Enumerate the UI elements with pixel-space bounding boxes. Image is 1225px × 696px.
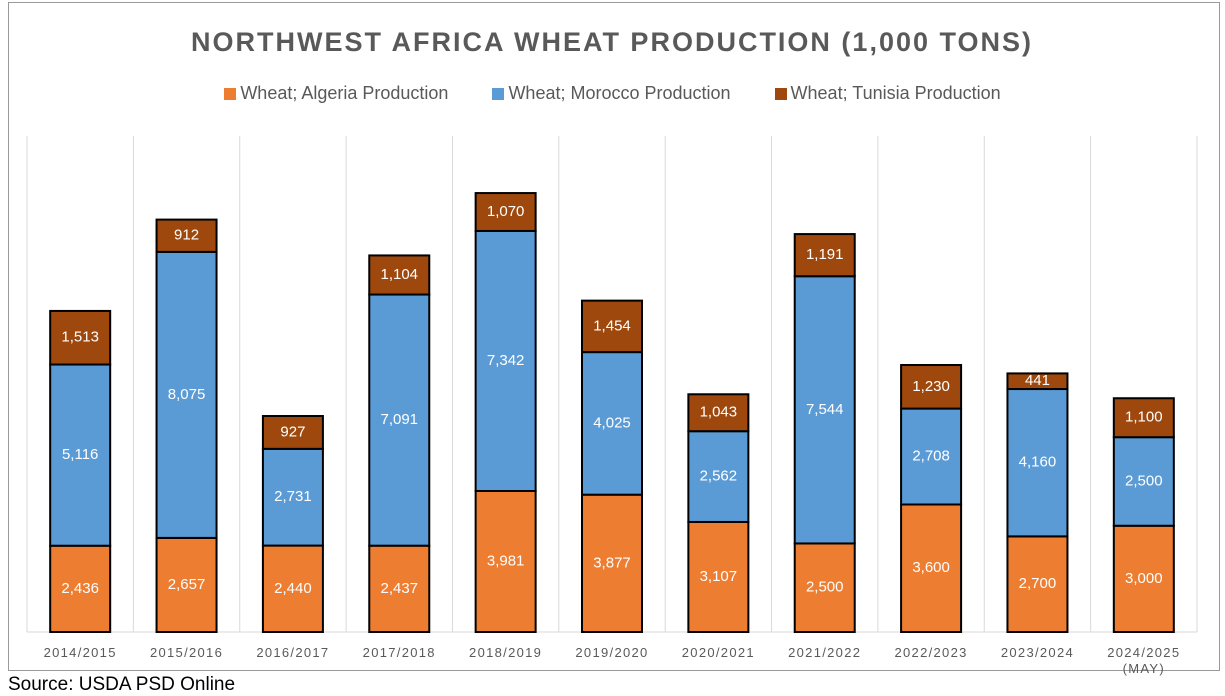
value-label: 3,000: [1125, 570, 1163, 587]
x-tick-label: 2017/2018: [362, 645, 436, 660]
bar-segment: [474, 192, 537, 232]
legend: Wheat; Algeria Production Wheat; Morocco …: [0, 83, 1225, 104]
bar-segment: [261, 447, 324, 547]
legend-item: Wheat; Tunisia Production: [774, 83, 1001, 104]
value-label: 1,070: [487, 203, 525, 220]
bar-segment: [261, 544, 324, 633]
bar-segment: [155, 218, 218, 253]
value-label: 1,454: [593, 317, 631, 334]
value-label: 2,708: [912, 448, 950, 465]
bar-segment: [368, 293, 431, 547]
bar-segment: [581, 299, 643, 354]
legend-label: Wheat; Morocco Production: [508, 83, 731, 103]
value-label: 1,513: [61, 329, 99, 346]
value-label: 1,230: [912, 378, 950, 395]
value-label: 1,100: [1125, 409, 1163, 426]
bar-segment: [1112, 397, 1175, 439]
value-label: 1,043: [700, 404, 738, 421]
x-tick-label: 2014/2015: [43, 645, 117, 660]
x-tick-label: 2015/2016: [149, 645, 224, 660]
value-label: 2,436: [61, 580, 99, 597]
bar-segment: [687, 393, 750, 433]
x-tick-label: 2024/2025 (MAY): [1107, 645, 1181, 676]
x-tick-label: 2023/2024: [1000, 645, 1075, 660]
value-label: 7,342: [487, 352, 525, 369]
value-label: 2,500: [1125, 472, 1163, 489]
bar-segment: [49, 363, 112, 547]
bar-segment: [1006, 372, 1069, 391]
value-label: 4,160: [1019, 454, 1057, 471]
x-tick-label: 2022/2023: [894, 645, 968, 660]
value-label: 7,544: [806, 401, 844, 418]
bar-segment: [900, 407, 963, 506]
value-label: 2,700: [1019, 575, 1057, 592]
legend-item: Wheat; Algeria Production: [224, 83, 448, 104]
bar-segment: [581, 493, 643, 633]
bar-segment: [261, 415, 324, 450]
value-label: 927: [280, 423, 305, 440]
value-label: 1,104: [380, 266, 418, 283]
bar-segment: [793, 542, 856, 634]
legend-swatch: [224, 87, 237, 100]
legend-label: Wheat; Tunisia Production: [790, 83, 1001, 103]
value-label: 1,191: [806, 246, 844, 263]
value-label: 912: [174, 227, 199, 244]
x-tick-label: 2020/2021: [681, 645, 755, 660]
legend-swatch: [492, 87, 505, 100]
value-label: 2,440: [274, 580, 312, 597]
value-label: 5,116: [62, 446, 98, 463]
legend-swatch: [774, 87, 787, 100]
bar-segment: [1006, 535, 1069, 633]
bar-segment: [49, 309, 112, 366]
bar-segment: [793, 233, 856, 278]
value-label: 2,562: [700, 468, 738, 485]
value-label: 3,600: [912, 559, 950, 576]
value-label: 3,877: [593, 554, 631, 571]
source-note: Source: USDA PSD Online: [8, 674, 236, 695]
bar-segment: [368, 254, 431, 296]
bar-segment: [155, 536, 218, 634]
value-label: 441: [1025, 372, 1050, 389]
chart-frame: [8, 2, 1220, 671]
bar-segment: [900, 364, 963, 410]
x-tick-label: 2019/2020: [575, 645, 649, 660]
chart-title: NORTHWEST AFRICA WHEAT PRODUCTION (1,000…: [191, 27, 1033, 57]
bar-segment: [1112, 436, 1175, 527]
bar-segment: [1006, 388, 1069, 538]
value-label: 2,657: [168, 576, 206, 593]
x-tick-label: 2018/2019: [469, 645, 543, 660]
value-label: 3,107: [700, 568, 738, 585]
value-label: 2,437: [380, 580, 418, 597]
value-label: 2,731: [274, 488, 312, 505]
value-label: 3,981: [487, 552, 525, 569]
bar-segment: [1112, 524, 1175, 633]
legend-item: Wheat; Morocco Production: [492, 83, 731, 104]
value-label: 4,025: [593, 414, 631, 431]
bar-segment: [368, 544, 431, 633]
legend-label: Wheat; Algeria Production: [240, 83, 449, 103]
value-label: 2,500: [806, 579, 844, 596]
value-label: 7,091: [380, 411, 418, 428]
x-tick-label: 2016/2017: [256, 645, 330, 660]
x-tick-label: 2021/2022: [788, 645, 862, 660]
bar-segment: [155, 250, 218, 539]
bar-segment: [900, 503, 963, 633]
value-label: 8,075: [168, 386, 206, 403]
